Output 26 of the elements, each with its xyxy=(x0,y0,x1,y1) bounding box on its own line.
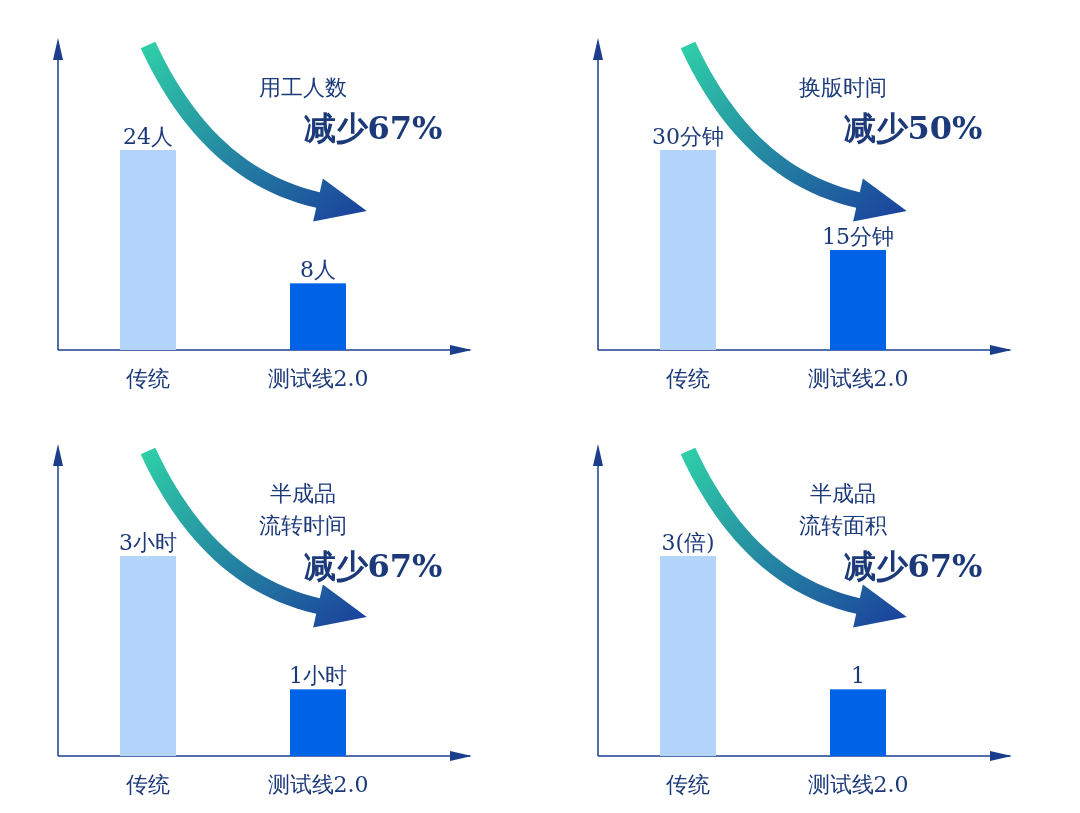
data-label: 3小时 xyxy=(119,530,177,555)
text: 半成品 xyxy=(270,481,336,506)
data-label: 15分钟 xyxy=(822,224,894,249)
data-label: 30分钟 xyxy=(652,124,724,149)
x-tick-label: 传统 xyxy=(666,366,710,391)
x-tick-label: 传统 xyxy=(126,366,170,391)
text: 用工人数 xyxy=(259,75,347,100)
text: 流转面积 xyxy=(799,513,887,538)
annotation: 减少67% xyxy=(843,547,983,585)
text: 减少67% xyxy=(303,109,443,147)
x-tick-label: 测试线2.0 xyxy=(267,772,369,797)
text: 减少50% xyxy=(843,109,983,147)
x-tick-label: 传统 xyxy=(666,772,710,797)
text: 流转时间 xyxy=(259,513,347,538)
data-label: 8人 xyxy=(300,257,336,283)
annotation: 减少67% xyxy=(303,547,443,585)
text: 半成品 xyxy=(810,481,876,506)
x-tick-label: 传统 xyxy=(126,772,170,797)
data-label: 1 xyxy=(851,663,865,689)
x-tick-label: 测试线2.0 xyxy=(807,772,909,797)
x-tick-label: 测试线2.0 xyxy=(807,366,909,391)
data-label: 1小时 xyxy=(289,663,347,689)
text: 换版时间 xyxy=(799,75,887,100)
x-tick-label: 测试线2.0 xyxy=(267,366,369,391)
data-label: 24人 xyxy=(123,124,173,149)
data-label: 3(倍) xyxy=(661,530,715,555)
